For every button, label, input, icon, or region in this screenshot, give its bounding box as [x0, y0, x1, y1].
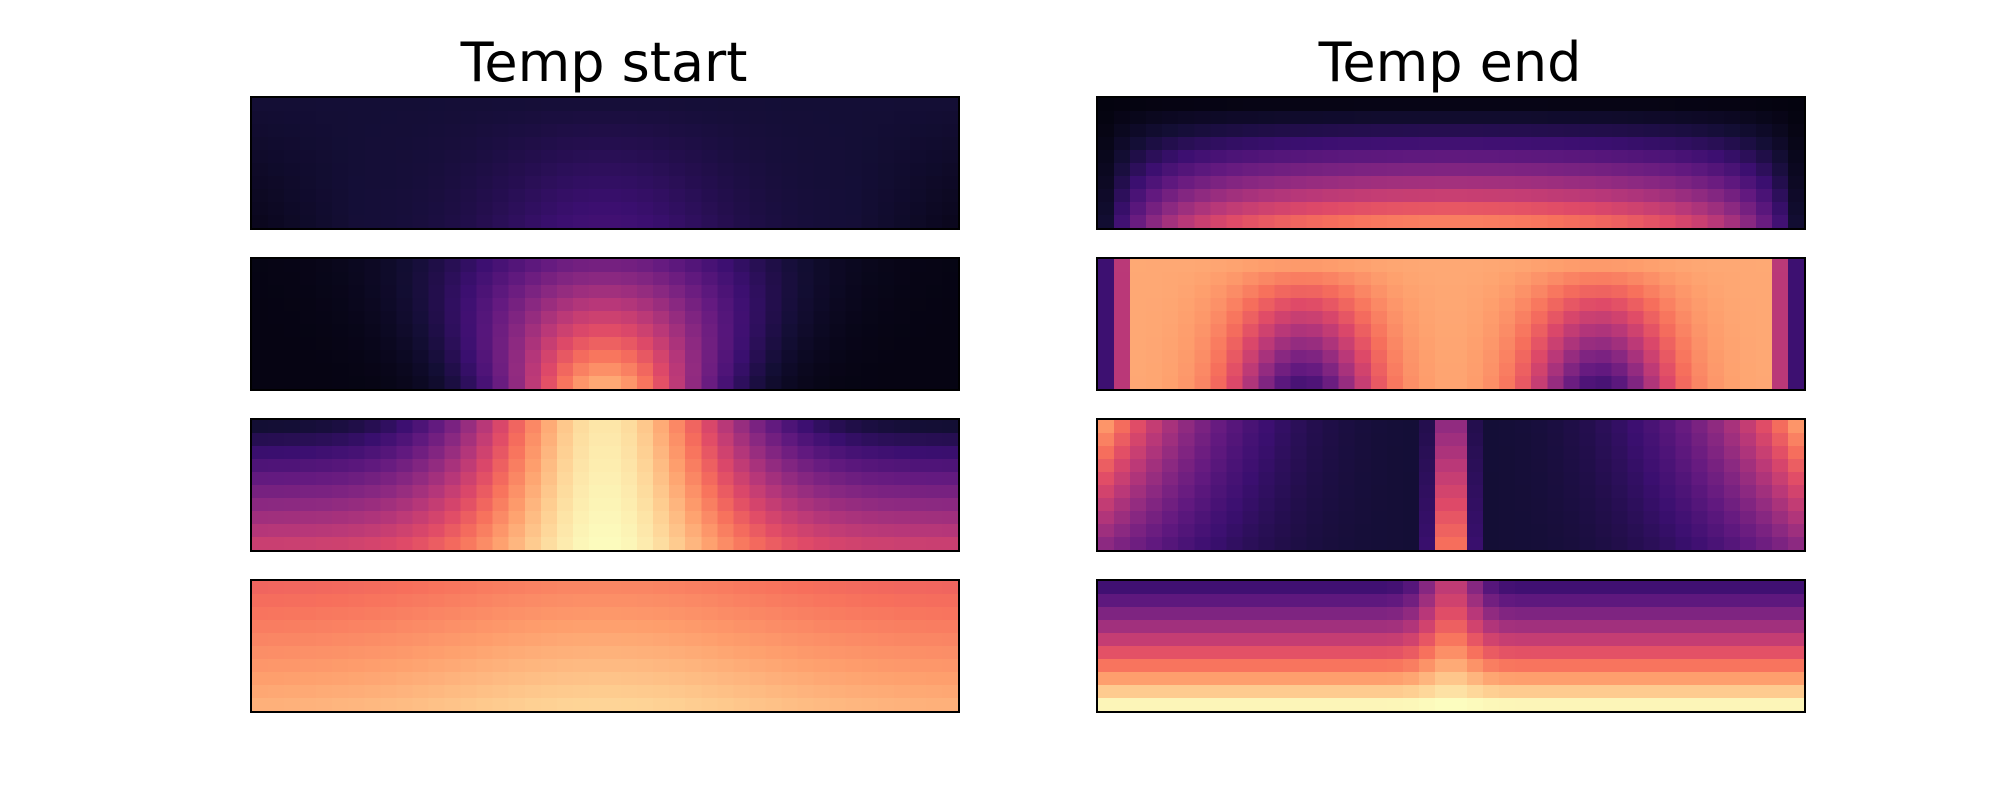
heatmap-temp-end-3	[1096, 418, 1806, 552]
heatmap-temp-start-4	[250, 579, 960, 713]
heatmap-canvas	[1098, 420, 1804, 550]
heatmap-canvas	[1098, 259, 1804, 389]
heatmap-temp-start-2	[250, 257, 960, 391]
heatmap-temp-start-3	[250, 418, 960, 552]
heatmap-canvas	[1098, 581, 1804, 711]
heatmap-canvas	[252, 259, 958, 389]
heatmap-canvas	[1098, 98, 1804, 228]
column-title-temp-end: Temp end	[1318, 31, 1582, 94]
heatmap-temp-start-1	[250, 96, 960, 230]
heatmap-canvas	[252, 420, 958, 550]
heatmap-temp-end-1	[1096, 96, 1806, 230]
heatmap-canvas	[252, 581, 958, 711]
heatmap-temp-end-4	[1096, 579, 1806, 713]
heatmap-canvas	[252, 98, 958, 228]
column-title-temp-start: Temp start	[460, 31, 748, 94]
heatmap-temp-end-2	[1096, 257, 1806, 391]
